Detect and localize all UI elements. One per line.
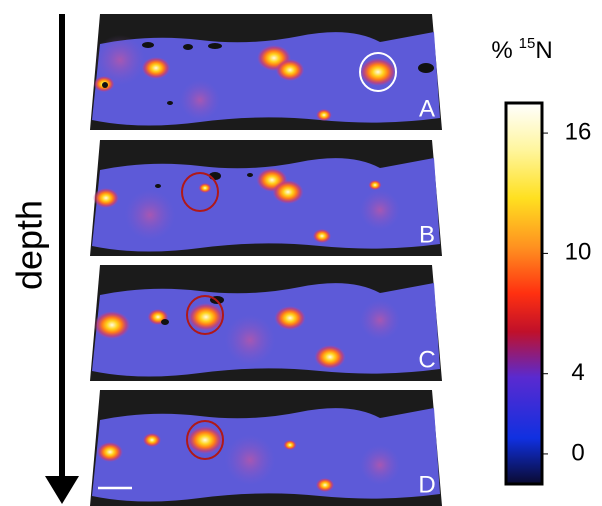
element: N <box>535 37 552 64</box>
hotspot <box>314 345 345 369</box>
hole <box>167 101 173 105</box>
glow <box>360 445 400 485</box>
panel-label: B <box>419 221 435 248</box>
hotspot <box>284 440 297 450</box>
hotspot <box>313 229 331 243</box>
hole <box>208 43 222 49</box>
hotspot <box>199 183 212 193</box>
hotspot <box>97 442 123 462</box>
colorbar-label: % 15N <box>491 35 552 64</box>
panel-label: D <box>418 471 435 498</box>
panel-label: C <box>418 346 435 373</box>
hotspot <box>276 59 305 81</box>
depth-label: depth <box>9 200 50 290</box>
hotspot <box>316 478 334 492</box>
tick-label: 10 <box>565 239 592 266</box>
hotspot <box>93 188 119 208</box>
hotspot <box>94 311 130 339</box>
panels: A B C D <box>90 14 442 506</box>
hotspot <box>142 57 171 79</box>
isotope-mass: 15 <box>519 35 536 52</box>
tick-label: 0 <box>571 439 584 466</box>
panel-label: A <box>419 95 435 122</box>
hotspot <box>272 180 303 204</box>
arrow-head <box>45 476 79 504</box>
glow <box>180 80 220 120</box>
hole <box>418 63 434 73</box>
hotspot <box>316 109 332 121</box>
figure: A B C D depth % 15N 0 4 10 16 <box>0 0 602 506</box>
glow <box>360 190 400 230</box>
hotspot <box>187 426 223 454</box>
hotspot <box>274 306 305 330</box>
hole <box>102 82 108 88</box>
hole <box>142 42 154 48</box>
hotspot <box>360 58 396 86</box>
tick-label: 16 <box>565 118 592 145</box>
tick-label: 4 <box>571 359 584 386</box>
glow <box>125 190 175 240</box>
hole <box>183 44 193 50</box>
glow <box>225 315 275 365</box>
glow <box>360 300 400 340</box>
hole <box>247 173 253 177</box>
hole <box>161 319 169 325</box>
colorbar <box>506 103 542 484</box>
hotspot <box>143 433 161 447</box>
colorbar-ticks: 0 4 10 16 <box>542 118 591 466</box>
hotspot <box>369 180 382 190</box>
glow <box>225 435 275 485</box>
label-prefix: % <box>491 37 512 64</box>
hole <box>155 184 161 188</box>
